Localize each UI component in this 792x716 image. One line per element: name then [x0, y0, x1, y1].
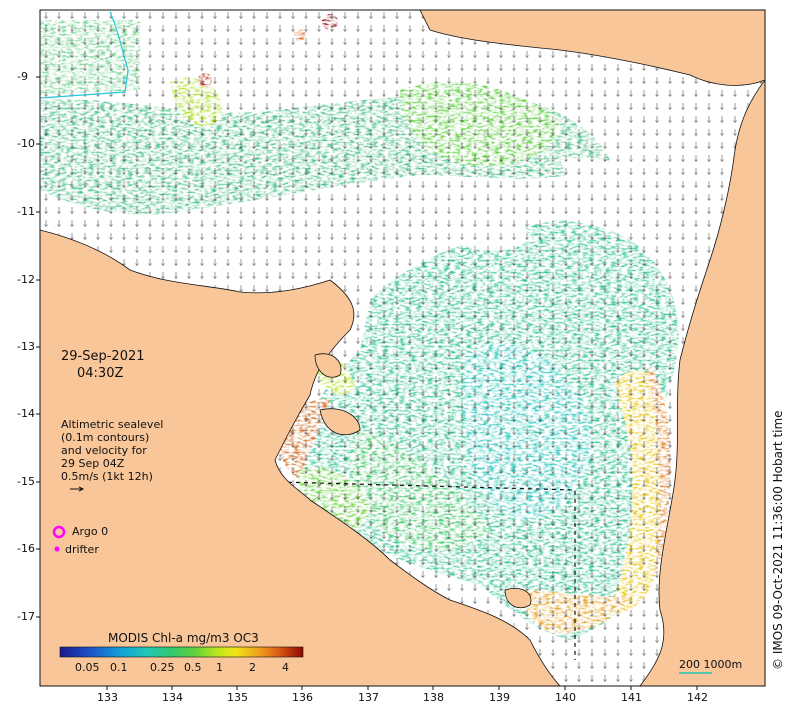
altimetry-note: Altimetric sealevel (0.1m contours) and …: [61, 418, 163, 483]
drifter-marker-icon: [54, 546, 60, 552]
colorbar-tick-label: 0.5: [184, 661, 202, 674]
argo-legend-label: Argo 0: [72, 525, 109, 538]
y-tick-label: -15: [17, 475, 35, 488]
x-tick-label: 137: [358, 691, 379, 704]
altimetry-note-line: Altimetric sealevel: [61, 418, 164, 431]
x-tick-label: 133: [97, 691, 118, 704]
altimetry-note-line: (0.1m contours): [61, 431, 150, 444]
x-tick-label: 138: [423, 691, 444, 704]
colorbar-tick-label: 0.25: [150, 661, 175, 674]
current-track: [279, 481, 576, 660]
x-tick-marks: [106, 686, 698, 690]
altimetry-note-line: 29 Sep 04Z: [61, 457, 125, 470]
x-tick-label: 142: [687, 691, 708, 704]
x-tick-label: 141: [621, 691, 642, 704]
x-tick-label: 139: [489, 691, 510, 704]
y-tick-label: -9: [17, 70, 28, 83]
y-tick-label: -16: [17, 542, 35, 555]
y-tick-label: -13: [17, 340, 35, 353]
y-tick-label: -12: [17, 273, 35, 286]
y-tick-label: -14: [17, 407, 35, 420]
time-label: 04:30Z: [77, 366, 124, 381]
plot-area: [40, 10, 765, 686]
drifter-legend-label: drifter: [65, 543, 99, 556]
plot-frame: [39, 9, 766, 687]
colorbar-tick-label: 0.05: [75, 661, 100, 674]
y-tick-marks: [36, 76, 40, 618]
boundary-line: [40, 11, 129, 99]
altimetry-note-line: and velocity for: [61, 444, 147, 457]
x-tick-label: 134: [162, 691, 183, 704]
colorbar-tick-label: 1: [216, 661, 223, 674]
velocity-reference-arrow-icon: [70, 486, 85, 492]
colorbar-tick-label: 4: [282, 661, 289, 674]
date-label: 29-Sep-2021: [61, 349, 145, 364]
altimetry-note-line: 0.5m/s (1kt 12h): [61, 470, 153, 483]
colorbar: [59, 646, 304, 658]
scale-bar-label: 200 1000m: [679, 658, 743, 671]
colorbar-tick-label: 0.1: [110, 661, 128, 674]
y-tick-label: -11: [17, 205, 35, 218]
x-tick-label: 136: [292, 691, 313, 704]
x-tick-label: 140: [555, 691, 576, 704]
y-tick-label: -10: [17, 137, 35, 150]
copyright-text: © IMOS 09-Oct-2021 11:36:00 Hobart time: [771, 410, 785, 670]
colorbar-title: MODIS Chl-a mg/m3 OC3: [108, 631, 259, 645]
colorbar-tick-label: 2: [249, 661, 256, 674]
land: [40, 10, 765, 686]
y-tick-label: -17: [17, 610, 35, 623]
argo-marker-icon: [52, 525, 66, 539]
x-tick-label: 135: [227, 691, 248, 704]
